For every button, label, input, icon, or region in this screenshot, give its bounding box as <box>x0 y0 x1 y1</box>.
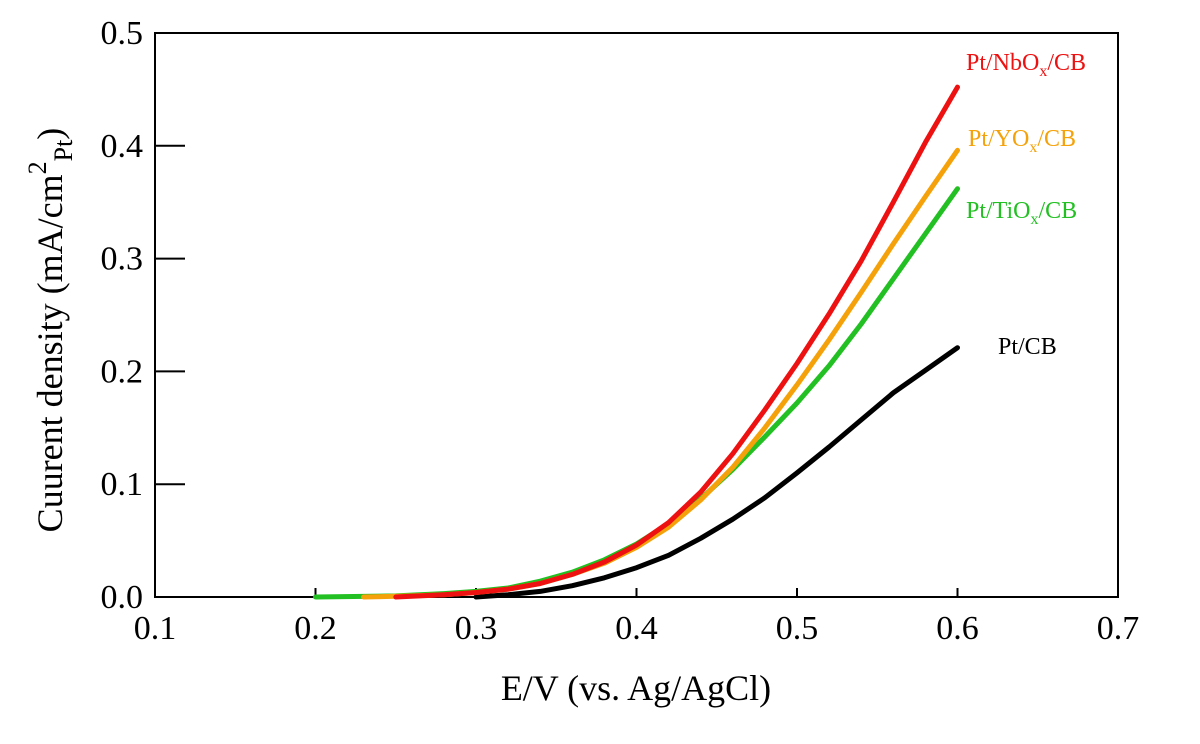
y-axis-title-sup: 2 <box>23 161 52 174</box>
x-tick-label: 0.4 <box>615 610 658 647</box>
y-tick-label: 0.1 <box>101 466 144 503</box>
plot-frame <box>154 32 1119 598</box>
x-tick-label: 0.1 <box>134 610 177 647</box>
y-axis-ticks: 0.0 0.1 0.2 0.3 0.4 0.5 <box>101 15 185 616</box>
x-tick-label: 0.2 <box>294 610 337 647</box>
series-line <box>393 84 960 600</box>
y-axis-title-main: Cuurent density (mA/cm <box>30 174 70 532</box>
x-tick-label: 0.3 <box>455 610 498 647</box>
series-label: Pt/YOx/CB <box>968 126 1076 156</box>
x-axis-ticks: 0.1 0.2 0.3 0.4 0.5 0.6 0.7 <box>134 588 1140 647</box>
x-tick-label: 0.5 <box>776 610 819 647</box>
y-tick-label: 0.4 <box>101 128 144 165</box>
x-tick-label: 0.7 <box>1097 610 1140 647</box>
x-axis-title: E/V (vs. Ag/AgCl) <box>501 668 771 708</box>
series-lines <box>313 84 960 600</box>
series-label: Pt/CB <box>998 334 1057 360</box>
y-tick-label: 0.5 <box>101 15 144 52</box>
y-tick-label: 0.0 <box>101 579 144 616</box>
y-axis-title-sub: Pt <box>49 139 78 161</box>
series-labels: Pt/CB Pt/TiOx/CB Pt/YOx/CB Pt/NbOx/CB <box>966 50 1086 360</box>
series-line <box>313 186 960 600</box>
y-axis-title-close: ) <box>30 128 70 140</box>
x-tick-label: 0.6 <box>936 610 979 647</box>
series-line <box>473 345 960 600</box>
series-label: Pt/NbOx/CB <box>966 50 1086 80</box>
y-tick-label: 0.3 <box>101 241 144 278</box>
series-label: Pt/TiOx/CB <box>966 198 1077 228</box>
y-axis-title: Cuurent density (mA/cm2Pt) <box>23 128 78 533</box>
y-tick-label: 0.2 <box>101 353 144 390</box>
